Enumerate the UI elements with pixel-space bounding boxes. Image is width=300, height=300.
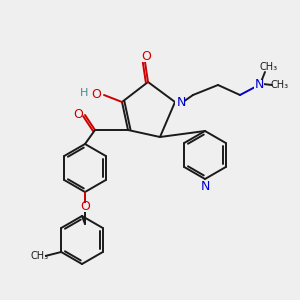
Text: CH₃: CH₃ — [260, 62, 278, 72]
Text: CH₃: CH₃ — [271, 80, 289, 90]
Text: O: O — [141, 50, 151, 62]
Text: N: N — [176, 95, 186, 109]
Bar — [200, 182, 210, 190]
Text: N: N — [254, 77, 264, 91]
Bar — [175, 98, 185, 106]
Text: N: N — [200, 181, 210, 194]
Bar — [77, 88, 87, 96]
Text: O: O — [80, 200, 90, 214]
Text: CH₃: CH₃ — [30, 251, 48, 261]
Bar — [140, 52, 150, 62]
Bar — [80, 202, 90, 211]
Text: H: H — [80, 88, 88, 98]
Bar — [88, 91, 100, 100]
Bar — [72, 110, 82, 119]
Text: O: O — [91, 88, 101, 101]
Bar — [29, 251, 45, 260]
Bar — [254, 80, 264, 88]
Text: O: O — [73, 109, 83, 122]
